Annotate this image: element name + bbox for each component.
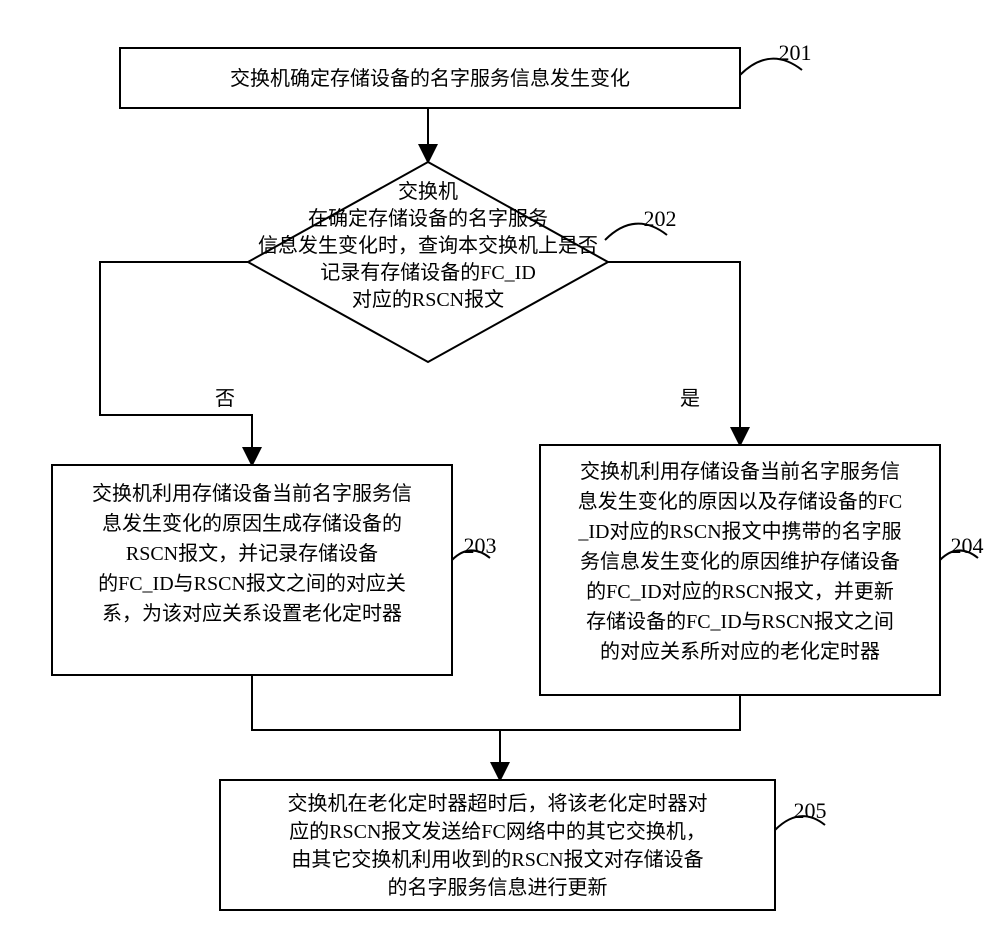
branch-no: 否 — [215, 388, 235, 410]
n202-text-4: 对应的RSCN报文 — [352, 288, 504, 311]
n204-text-2: _ID对应的RSCN报文中携带的名字服 — [577, 520, 901, 543]
n204-text-6: 的对应关系所对应的老化定时器 — [600, 640, 880, 663]
n203-text-4: 系，为该对应关系设置老化定时器 — [102, 602, 402, 625]
n204-label: 204 — [951, 533, 984, 558]
n203-text-1: 息发生变化的原因生成存储设备的 — [102, 512, 402, 535]
n204-text-0: 交换机利用存储设备当前名字服务信 — [580, 460, 900, 483]
n204-text-3: 务信息发生变化的原因维护存储设备 — [580, 550, 900, 573]
n204-text-5: 存储设备的FC_ID与RSCN报文之间 — [586, 610, 894, 633]
n205-text-2: 由其它交换机利用收到的RSCN报文对存储设备 — [291, 848, 703, 871]
n205-text-3: 的名字服务信息进行更新 — [388, 876, 608, 899]
edge — [100, 262, 252, 465]
n202-label: 202 — [644, 206, 677, 231]
branch-yes: 是 — [680, 388, 700, 410]
n202-text-0: 交换机 — [398, 180, 458, 203]
n203-text-3: 的FC_ID与RSCN报文之间的对应关 — [98, 572, 406, 595]
n202-text-3: 记录有存储设备的FC_ID — [320, 261, 536, 284]
n205-text-0: 交换机在老化定时器超时后，将该老化定时器对 — [288, 792, 708, 815]
n203-label: 203 — [464, 533, 497, 558]
n201-label: 201 — [779, 40, 812, 65]
n204-text-1: 息发生变化的原因以及存储设备的FC — [578, 490, 902, 513]
edge — [608, 262, 740, 445]
n205-label: 205 — [794, 798, 827, 823]
n203-text-2: RSCN报文，并记录存储设备 — [126, 542, 378, 565]
n204-text-4: 的FC_ID对应的RSCN报文，并更新 — [586, 580, 894, 603]
n201-text-0: 交换机确定存储设备的名字服务信息发生变化 — [230, 67, 630, 90]
n202-text-2: 信息发生变化时，查询本交换机上是否 — [258, 234, 598, 257]
n203-text-0: 交换机利用存储设备当前名字服务信 — [92, 482, 412, 505]
n202-text-1: 在确定存储设备的名字服务 — [308, 207, 548, 230]
n205-text-1: 应的RSCN报文发送给FC网络中的其它交换机， — [289, 820, 706, 843]
edge — [500, 695, 740, 730]
edge — [252, 675, 500, 780]
